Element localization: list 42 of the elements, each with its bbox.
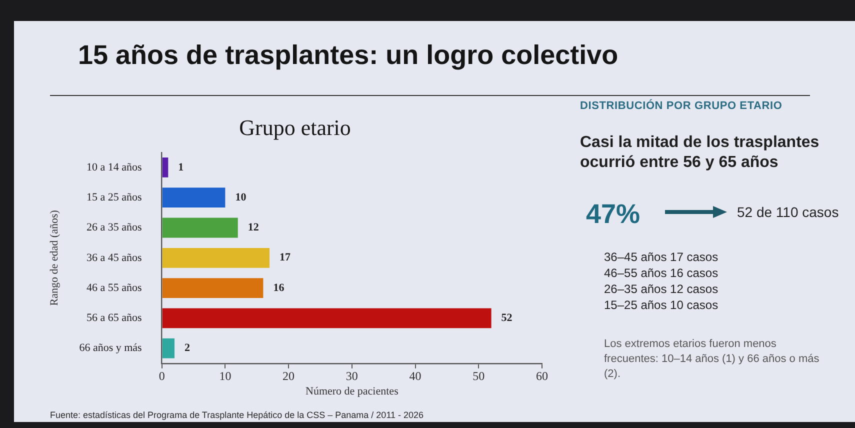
y-tick-label: 36 a 45 años <box>86 252 142 264</box>
y-tick-label: 15 a 25 años <box>86 192 142 204</box>
text: Casi la mitad de los trasplantes ocurrió entre 56 y 65 años <box>580 133 820 173</box>
text: 46–55 años 16 casos <box>604 266 718 280</box>
y-axis-title: Rango de edad (años) <box>48 210 60 306</box>
data-label: 2 <box>184 342 191 354</box>
x-tick-label: 10 <box>219 368 232 383</box>
bar <box>162 308 492 328</box>
x-tick-label: 40 <box>409 368 422 383</box>
y-tick-label: 66 años y más <box>79 342 142 354</box>
bar <box>162 158 168 178</box>
data-label: 10 <box>235 191 247 204</box>
bar <box>162 188 226 208</box>
source-note: Fuente: estadísticas del Programa de Trasplante Hepático de la CSS – Panama / 2011 - 2026 <box>50 410 424 420</box>
y-tick-label: 46 a 55 años <box>86 282 142 294</box>
x-tick-label: 0 <box>158 368 165 383</box>
chart-subtitle: Grupo etario <box>239 114 351 140</box>
bar <box>162 278 264 298</box>
y-tick-label: 26 a 35 años <box>86 222 142 234</box>
data-label: 16 <box>273 282 285 294</box>
y-tick-label: 10 a 14 años <box>86 161 142 174</box>
text: 36–45 años 17 casos <box>604 250 718 264</box>
data-label: 17 <box>280 252 292 264</box>
x-tick-label: 60 <box>536 368 548 383</box>
bar <box>162 218 238 238</box>
text: Los extremos etarios fueron menos frecuentes: 10–14 años (1) y 66 años o más (2). <box>604 337 820 382</box>
x-tick-label: 20 <box>282 368 295 383</box>
bar <box>162 248 270 268</box>
chart-title: 15 años de trasplantes: un logro colectivo <box>78 40 618 71</box>
data-label: 52 <box>501 312 513 324</box>
x-axis-title: Número de pacientes <box>305 385 398 398</box>
data-label: 12 <box>248 222 260 234</box>
x-tick-label: 30 <box>346 368 358 383</box>
data-label: 1 <box>178 161 184 174</box>
bar <box>162 338 175 358</box>
text: 52 de 110 casos <box>737 204 839 220</box>
y-tick-label: 56 a 65 años <box>86 312 142 324</box>
x-tick-label: 50 <box>472 368 485 383</box>
text: 47% <box>586 199 640 230</box>
text: DISTRIBUCIÓN POR GRUPO ETARIO <box>580 100 782 112</box>
text: 15–25 años 10 casos <box>604 298 718 312</box>
text: 26–35 años 12 casos <box>604 282 718 296</box>
